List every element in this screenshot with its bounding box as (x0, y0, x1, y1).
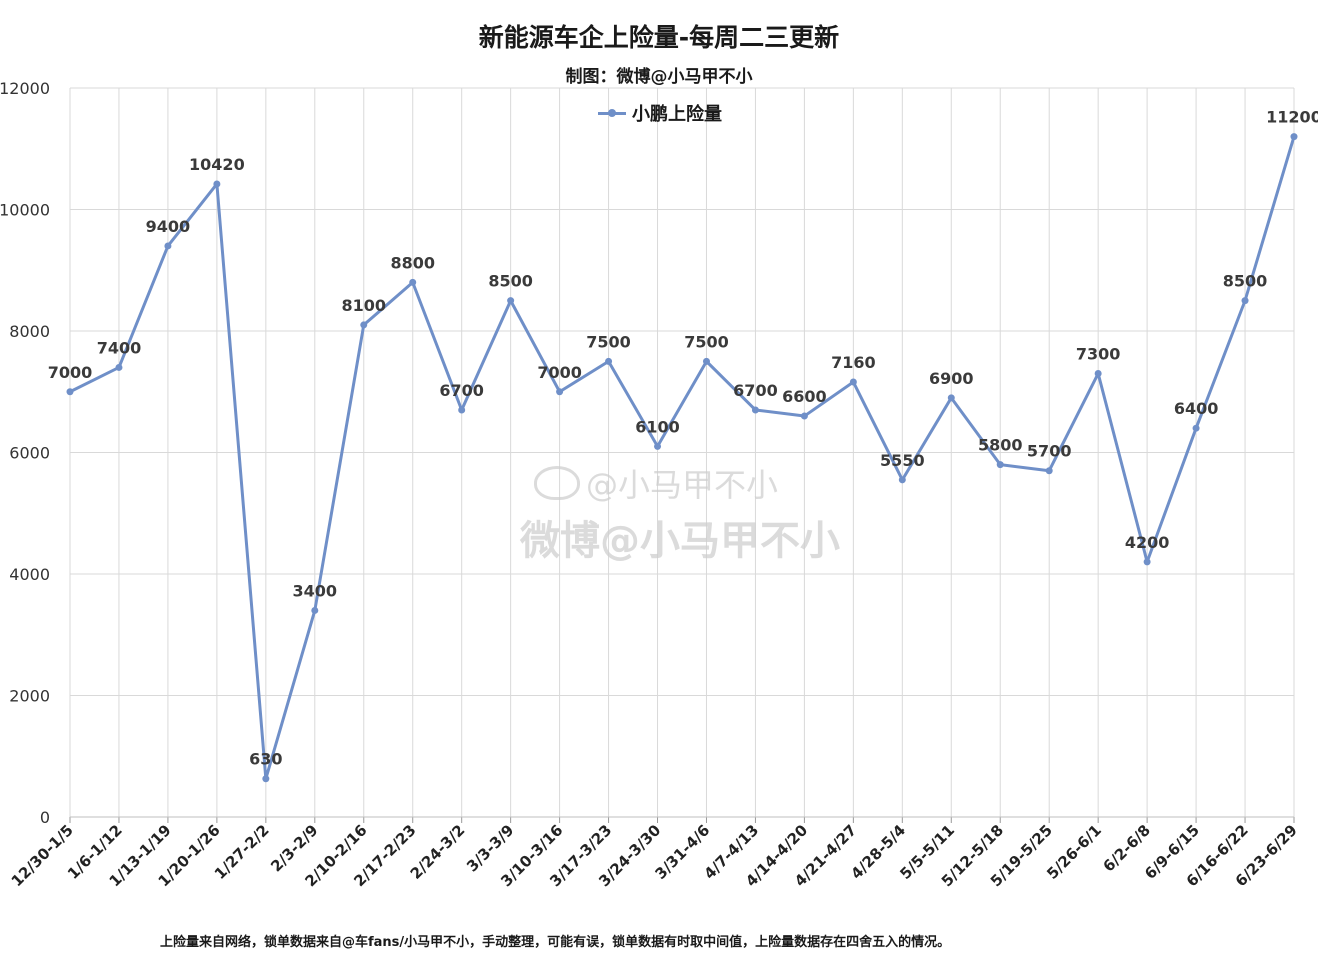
y-tick-label: 2000 (9, 687, 50, 706)
data-point (115, 363, 123, 371)
data-point (1241, 297, 1249, 305)
data-label: 8800 (390, 253, 435, 272)
legend-label: 小鹏上险量 (632, 104, 722, 125)
y-tick-label: 8000 (9, 322, 50, 341)
data-label: 10420 (189, 155, 245, 174)
data-label: 4200 (1125, 533, 1170, 552)
data-point (458, 406, 466, 414)
data-point (311, 606, 319, 614)
data-label: 7500 (586, 332, 631, 351)
data-label: 7300 (1076, 345, 1121, 364)
data-label: 8500 (1223, 272, 1268, 291)
data-label: 7500 (684, 332, 729, 351)
data-point (1094, 370, 1102, 378)
data-point (800, 412, 808, 420)
footnote: 上险量来自网络，锁单数据来自@车fans/小马甲不小，手动整理，可能有误，锁单数… (160, 935, 951, 950)
series-line (69, 136, 1296, 781)
data-label: 11200 (1266, 108, 1318, 127)
data-label: 5800 (978, 436, 1023, 455)
y-tick-label: 0 (40, 808, 50, 827)
data-point (898, 476, 906, 484)
data-point (66, 388, 74, 396)
y-tick-label: 4000 (9, 565, 50, 584)
x-axis-ticks: 12/30-1/51/6-1/121/13-1/191/20-1/261/27-… (8, 821, 1301, 890)
data-point (556, 388, 564, 396)
series-xiaopeng (66, 133, 1298, 783)
x-tick-label: 12/30-1/5 (8, 821, 77, 890)
data-label: 7000 (537, 363, 582, 382)
data-point (654, 442, 662, 450)
data-point (849, 378, 857, 386)
data-label: 6700 (733, 381, 778, 400)
data-point (947, 394, 955, 402)
data-label: 5700 (1027, 442, 1072, 461)
data-point (262, 775, 270, 783)
y-tick-label: 6000 (9, 444, 50, 463)
data-label: 7000 (48, 363, 93, 382)
data-label: 5550 (880, 451, 925, 470)
data-point (1143, 558, 1151, 566)
chart-subtitle: 制图：微博@小马甲不小 (565, 67, 753, 87)
data-label: 630 (249, 750, 282, 769)
data-label: 6600 (782, 387, 827, 406)
data-point (360, 321, 368, 329)
legend: 小鹏上险量 (598, 101, 722, 125)
chart-title: 新能源车企上险量-每周二三更新 (478, 23, 840, 52)
data-label: 8100 (341, 296, 386, 315)
data-point (1290, 133, 1298, 141)
data-label: 3400 (293, 581, 338, 600)
data-point (1045, 467, 1053, 475)
data-point (1192, 424, 1200, 432)
data-point (751, 406, 759, 414)
data-label: 7400 (97, 338, 142, 357)
data-label: 6700 (439, 381, 484, 400)
data-point (702, 357, 710, 365)
gridlines (69, 87, 1295, 823)
data-label: 9400 (146, 217, 191, 236)
data-labels: 7000740094001042063034008100880067008500… (48, 108, 1318, 769)
data-point (507, 297, 515, 305)
data-point (409, 278, 417, 286)
data-point (164, 242, 172, 250)
data-label: 7160 (831, 353, 876, 372)
y-tick-label: 12000 (0, 79, 50, 98)
data-label: 6100 (635, 417, 680, 436)
legend-marker-icon (598, 108, 626, 117)
data-label: 6400 (1174, 399, 1219, 418)
data-point (213, 180, 221, 188)
data-point (996, 461, 1004, 469)
y-axis-ticks: 0 2000 4000 6000 8000 10000 12000 (0, 79, 50, 827)
data-label: 6900 (929, 369, 974, 388)
y-tick-label: 10000 (0, 201, 50, 220)
data-point (605, 357, 613, 365)
data-label: 8500 (488, 272, 533, 291)
